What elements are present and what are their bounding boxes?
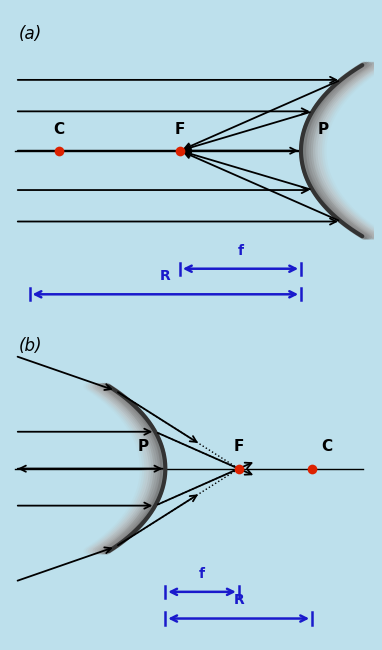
Text: F: F	[233, 439, 244, 454]
Text: P: P	[138, 439, 149, 454]
Text: F: F	[175, 122, 185, 137]
Text: f: f	[238, 244, 243, 258]
Text: R: R	[233, 593, 244, 607]
Text: C: C	[53, 122, 65, 137]
Text: C: C	[321, 439, 332, 454]
Text: P: P	[317, 122, 329, 137]
Text: R: R	[160, 270, 171, 283]
Text: f: f	[199, 567, 205, 580]
Text: (a): (a)	[19, 25, 42, 43]
Text: (b): (b)	[19, 337, 42, 356]
